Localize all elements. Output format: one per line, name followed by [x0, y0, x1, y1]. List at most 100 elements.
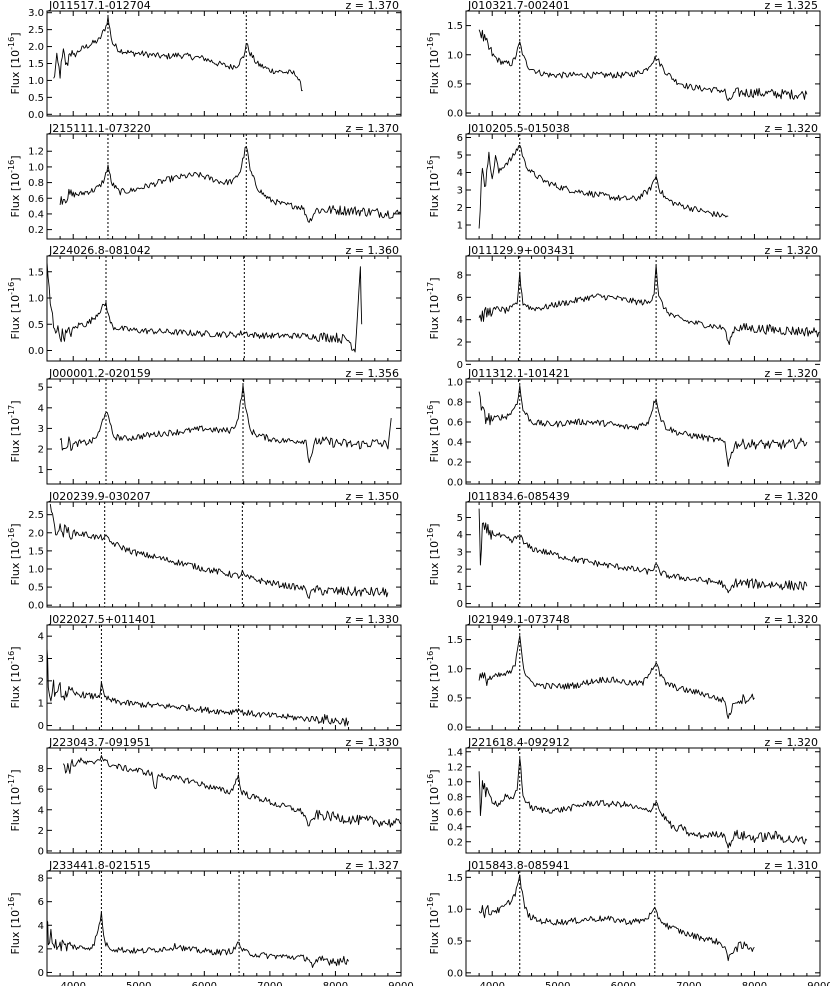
x-tick-label: 7000: [257, 981, 282, 986]
y-axis-label: Flux [10-16]: [426, 523, 441, 585]
panel-object-name: J011517.1-012704: [48, 0, 151, 12]
panel-frame: [46, 870, 402, 977]
x-tick-label: 7000: [676, 981, 701, 986]
y-tick-label: 2: [457, 565, 463, 576]
spectrum-line: [47, 261, 363, 353]
y-tick-label: 0: [38, 721, 44, 732]
y-axis-label-exponent: -17: [426, 282, 435, 295]
panel-redshift: z = 1.327: [346, 859, 399, 872]
y-axis-label-text: Flux [10: [9, 50, 22, 95]
y-tick-label: 0.5: [28, 320, 44, 331]
spectrum-line: [53, 16, 303, 92]
y-tick-label: 0: [38, 846, 44, 857]
spectrum-line: [478, 144, 729, 229]
panel-frame: [46, 747, 402, 854]
y-tick-label: 1: [38, 699, 44, 710]
panel-object-name: J000001.2-020159: [48, 367, 151, 380]
panel-redshift: z = 1.320: [765, 613, 818, 626]
y-axis-label-exponent: -16: [426, 897, 435, 910]
spectrum-line: [478, 29, 808, 102]
y-axis-label-close: ]: [9, 155, 22, 159]
spectrum-line: [59, 146, 401, 223]
y-axis-label: Flux [10-16]: [426, 646, 441, 708]
y-axis-label-close: ]: [428, 769, 441, 773]
y-tick-label: 4: [457, 168, 463, 179]
panel-redshift: z = 1.360: [346, 244, 399, 257]
spectrum-panel-J020239.9-030207: J020239.9-030207 z = 1.350 0.0 0.5 1.0 1.5 2.0…: [7, 490, 402, 612]
y-axis-label-close: ]: [428, 155, 441, 159]
y-axis-label-exponent: -16: [426, 160, 435, 173]
panel-redshift: z = 1.320: [765, 490, 818, 503]
y-tick-label: 1.5: [28, 59, 44, 70]
y-tick-label: 1.5: [447, 635, 463, 646]
y-tick-label: 0.8: [28, 178, 44, 189]
panel-frame: [465, 747, 821, 854]
panel-object-name: J011312.1-101421: [467, 367, 570, 380]
y-tick-label: 1.0: [28, 294, 44, 305]
panel-frame: [465, 10, 821, 117]
y-tick-label: 0.2: [447, 837, 463, 848]
y-axis-label: Flux [10-16]: [7, 155, 22, 217]
spectrum-panel-J233441.8-021515: J233441.8-021515 z = 1.327 4000 5000 6000 700…: [7, 859, 414, 986]
y-tick-label: 1.0: [447, 378, 463, 389]
panel-object-name: J011834.6-085439: [467, 490, 570, 503]
y-tick-label: 4: [457, 530, 463, 541]
spectrum-panel-J022027.5+011401: J022027.5+011401 z = 1.330 0 1 2 3 4 Flux [10-1…: [7, 613, 402, 732]
y-tick-label: 0.0: [447, 478, 463, 489]
spectrum-line: [478, 385, 808, 467]
y-tick-label: 8: [38, 764, 44, 775]
y-axis-label-exponent: -16: [426, 774, 435, 787]
y-axis-label-exponent: -16: [7, 528, 16, 541]
y-tick-label: 0.0: [447, 109, 463, 120]
y-tick-label: 6: [38, 785, 44, 796]
panel-object-name: J233441.8-021515: [48, 859, 151, 872]
panel-object-name: J022027.5+011401: [48, 613, 156, 626]
y-tick-label: 2: [38, 944, 44, 955]
y-axis-label-exponent: -16: [7, 282, 16, 295]
spectrum-panel-J223043.7-091951: J223043.7-091951 z = 1.330 0 2 4 6 8 Flux [10-1…: [7, 736, 402, 857]
y-axis-label-exponent: -16: [426, 651, 435, 664]
y-tick-label: 1.0: [447, 664, 463, 675]
spectrum-panel-J215111.1-073220: J215111.1-073220 z = 1.370 0.2 0.4 0.6 0.8 1.0…: [7, 122, 402, 240]
x-tick-label: 5000: [126, 981, 151, 986]
y-axis-label: Flux [10-16]: [7, 646, 22, 708]
spectrum-panel-J011834.6-085439: J011834.6-085439 z = 1.320 0 1 2 3 4 5 Flux [10-…: [426, 490, 821, 610]
y-tick-label: 0.4: [447, 438, 463, 449]
panel-object-name: J021949.1-073748: [467, 613, 570, 626]
panel-frame: [465, 255, 821, 362]
spectrum-panel-J010205.5-015038: J010205.5-015038 z = 1.320 1 2 3 4 5 6 Flux [10-…: [426, 122, 821, 240]
y-axis-label: Flux [10-16]: [7, 277, 22, 339]
y-axis-label: Flux [10-16]: [426, 769, 441, 831]
y-axis-label-close: ]: [428, 277, 441, 281]
y-axis-label: Flux [10-16]: [426, 32, 441, 94]
y-axis-label-exponent: -16: [426, 37, 435, 50]
panel-object-name: J224026.8-081042: [48, 244, 151, 257]
panel-frame: [465, 133, 821, 240]
y-tick-label: 1.0: [447, 905, 463, 916]
y-axis-label-text: Flux [10: [428, 910, 441, 955]
y-tick-label: 0.0: [447, 723, 463, 734]
y-axis-label-exponent: -17: [7, 405, 16, 418]
panel-frame: [465, 378, 821, 485]
y-axis-label-text: Flux [10: [9, 664, 22, 709]
spectrum-panel-J021949.1-073748: J021949.1-073748 z = 1.320 0.0 0.5 1.0 1.5 Flu…: [426, 613, 821, 734]
panel-redshift: z = 1.330: [346, 613, 399, 626]
y-axis-label: Flux [10-17]: [7, 769, 22, 831]
x-tick-label: 5000: [545, 981, 570, 986]
y-tick-label: 1.4: [447, 747, 463, 758]
panel-frame: [46, 378, 402, 485]
panel-object-name: J215111.1-073220: [48, 122, 151, 135]
y-tick-label: 4: [38, 921, 44, 932]
spectrum-line: [59, 384, 392, 464]
spectrum-line: [478, 264, 820, 346]
y-axis-label: Flux [10-16]: [426, 155, 441, 217]
y-tick-label: 0.2: [28, 225, 44, 236]
y-tick-label: 1: [38, 465, 44, 476]
y-tick-label: 3.0: [28, 8, 44, 19]
panel-frame: [46, 501, 402, 608]
y-tick-label: 4: [38, 632, 44, 643]
panel-redshift: z = 1.320: [765, 736, 818, 749]
y-axis-label-text: Flux [10: [428, 295, 441, 340]
y-tick-label: 1.5: [28, 546, 44, 557]
spectrum-line: [49, 504, 389, 599]
